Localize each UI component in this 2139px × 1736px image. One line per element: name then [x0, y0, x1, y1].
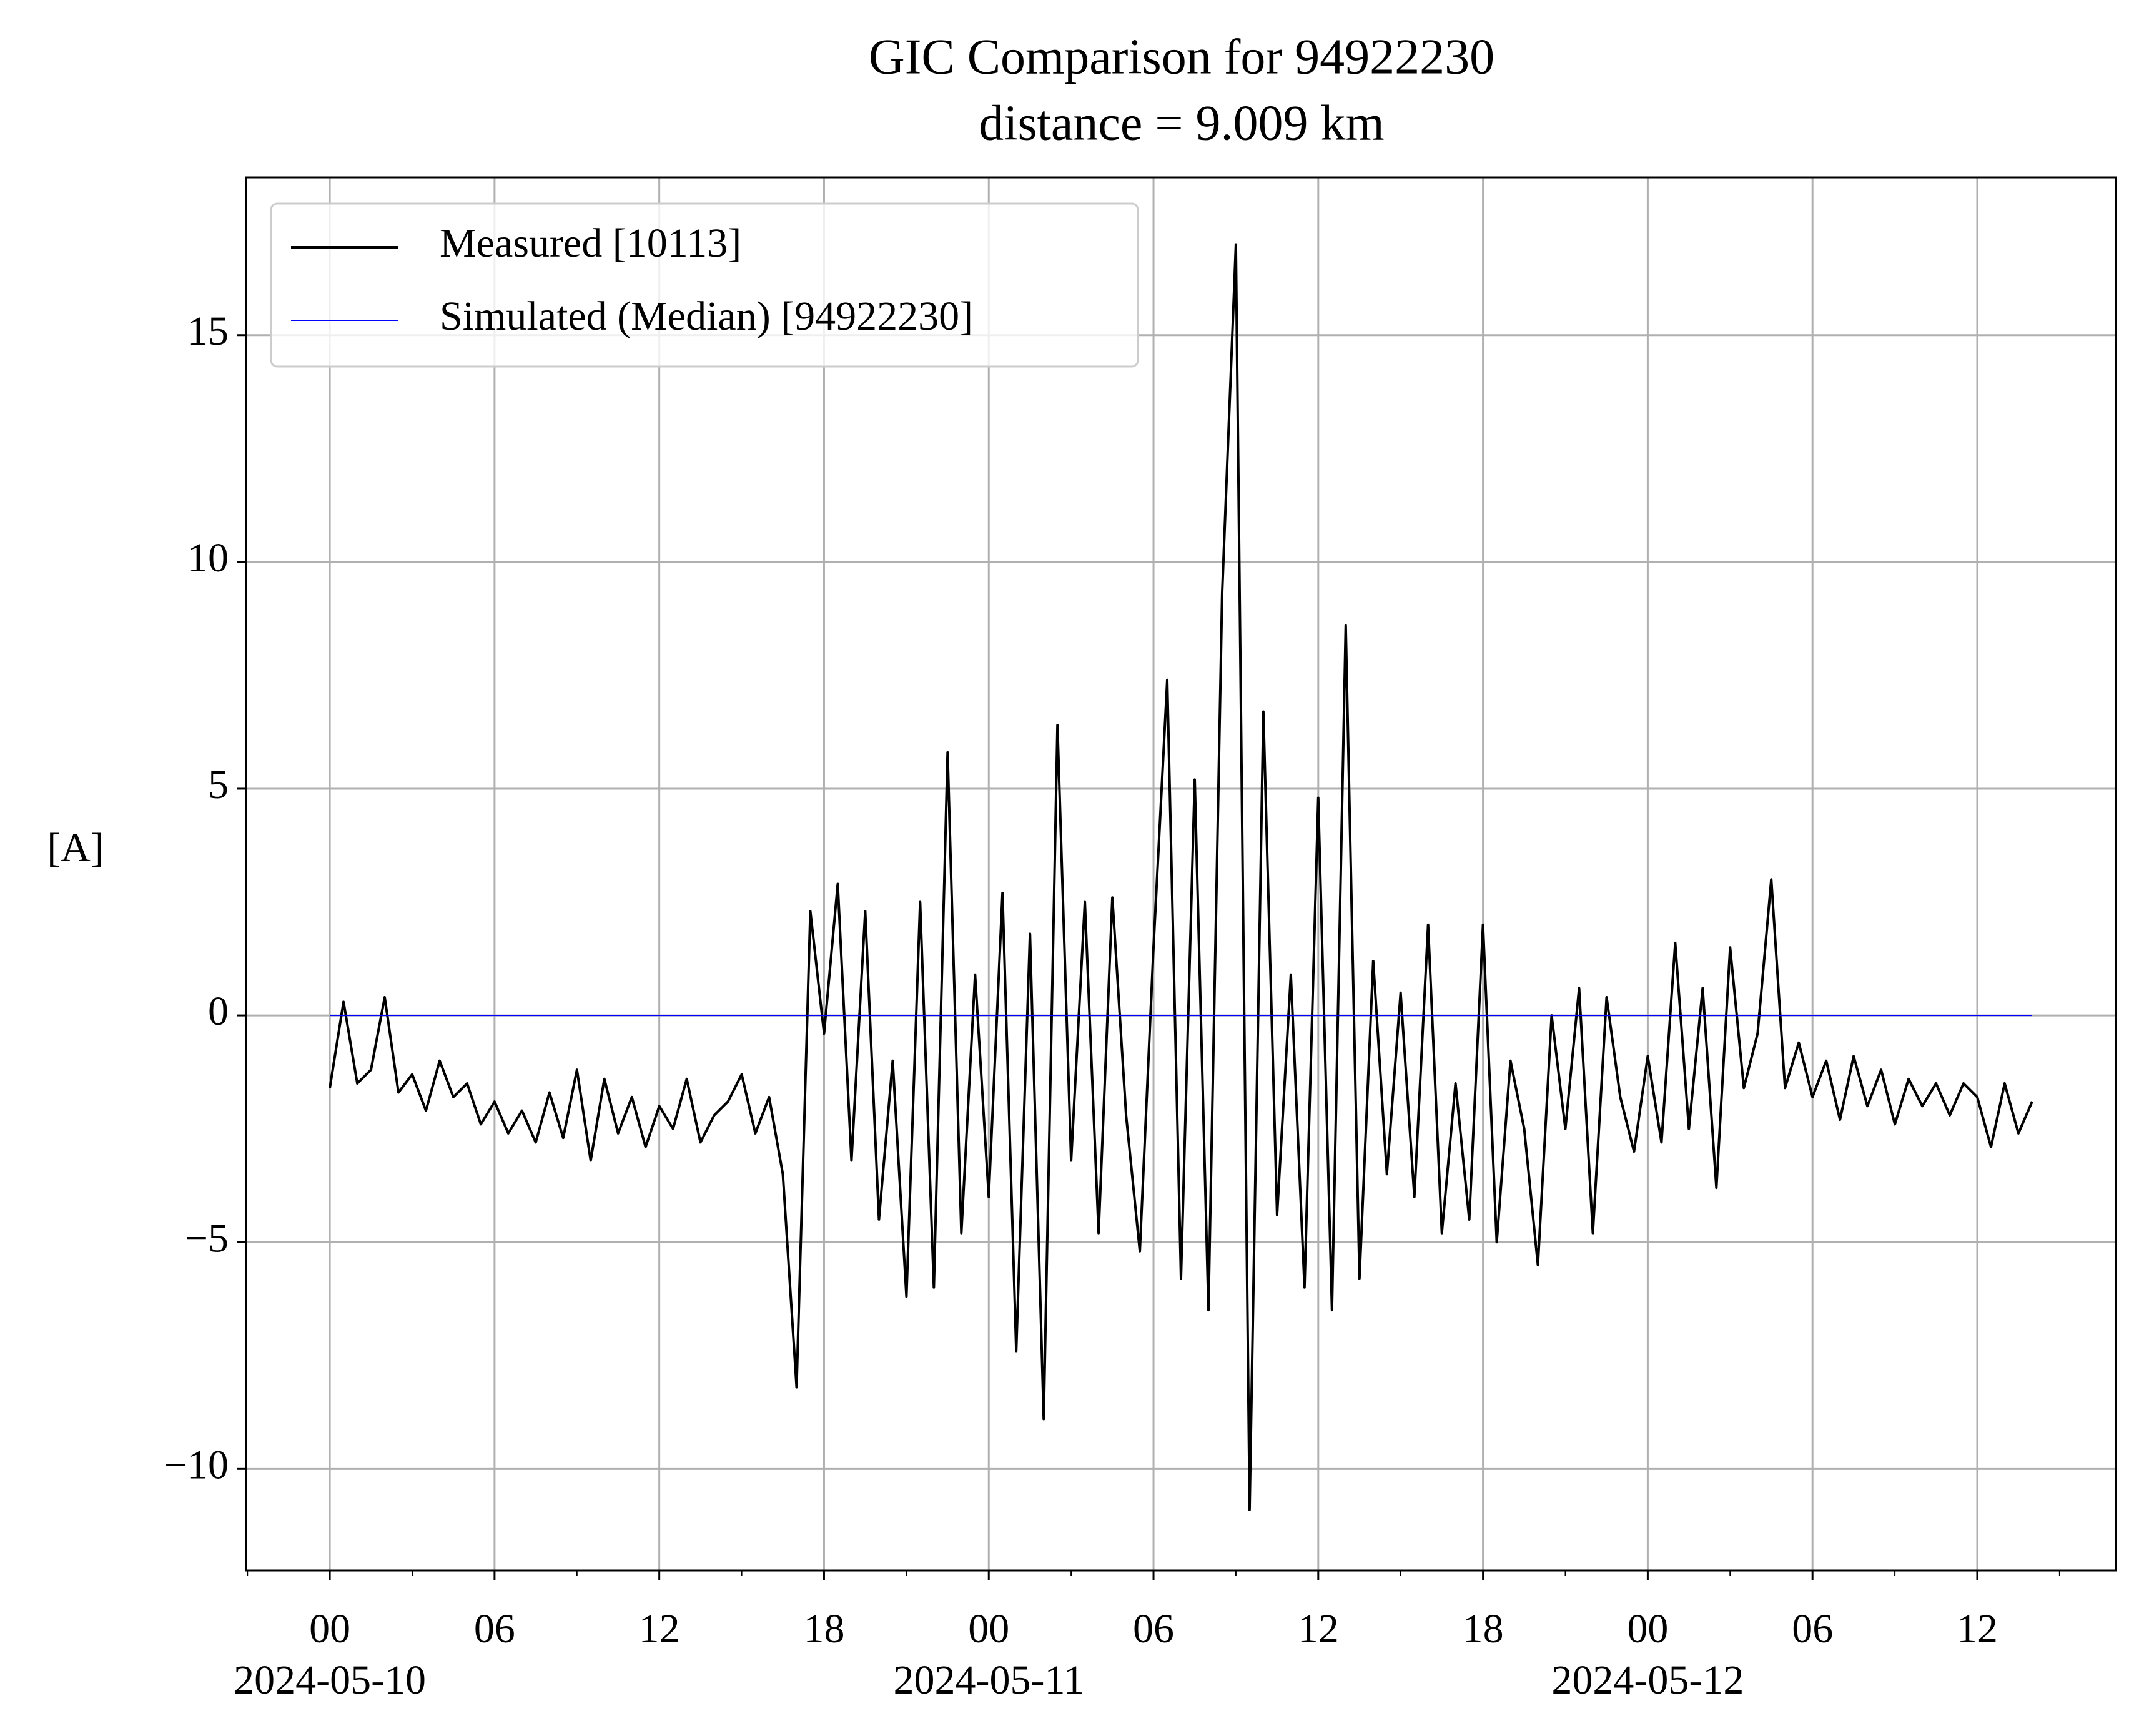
- y-tick-label: −10: [164, 1442, 229, 1487]
- x-date-label: 2024-05-12: [1551, 1657, 1744, 1703]
- x-tick-label: 12: [639, 1606, 680, 1652]
- x-tick-label: 12: [1298, 1606, 1339, 1652]
- y-tick-label: 0: [208, 989, 229, 1034]
- y-tick-label: 15: [187, 308, 229, 354]
- y-tick-label: −5: [185, 1215, 229, 1261]
- x-tick-label: 06: [1133, 1606, 1174, 1652]
- x-tick-label: 06: [474, 1606, 515, 1652]
- x-tick-label: 00: [968, 1606, 1009, 1652]
- y-tick-label: 5: [208, 762, 229, 807]
- x-tick-label: 06: [1792, 1606, 1833, 1652]
- plot-frame: [245, 176, 2117, 1572]
- x-date-label: 2024-05-11: [893, 1657, 1084, 1703]
- legend-box: [270, 202, 1139, 368]
- x-date-label: 2024-05-10: [234, 1657, 426, 1703]
- legend-label: Measured [10113]: [440, 220, 741, 266]
- y-tick-label: 10: [187, 535, 229, 581]
- x-tick-label: 00: [1627, 1606, 1668, 1652]
- x-tick-label: 00: [309, 1606, 350, 1652]
- chart-subtitle: distance = 9.009 km: [979, 96, 1384, 150]
- x-tick-label: 18: [1463, 1606, 1504, 1652]
- x-tick-label: 18: [803, 1606, 844, 1652]
- y-axis-label: [A]: [47, 825, 104, 870]
- series-line: [329, 243, 2033, 1511]
- x-tick-label: 12: [1957, 1606, 1998, 1652]
- chart-title: GIC Comparison for 94922230: [869, 29, 1494, 84]
- legend-label: Simulated (Median) [94922230]: [440, 293, 973, 339]
